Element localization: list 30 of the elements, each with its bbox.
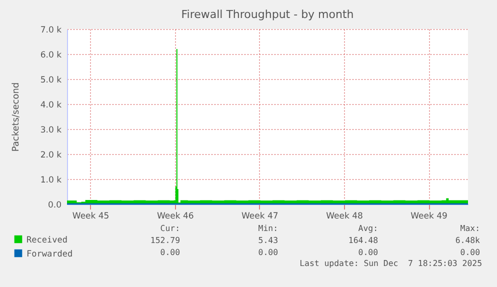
text: Last update: Sun Dec 7 18:25:03 2025 xyxy=(300,258,482,268)
text: 164.48 xyxy=(348,234,378,245)
text: 5.43 xyxy=(258,234,278,245)
text: Max: xyxy=(460,223,480,233)
text: 0.00 xyxy=(358,246,378,257)
y-tick-label: 2.0 k xyxy=(40,150,62,160)
y-tick-label: 6.0 k xyxy=(40,50,62,60)
text: 6.48k xyxy=(455,234,480,245)
legend-label: Forwarded xyxy=(26,249,73,260)
y-tick-label: 0.0 xyxy=(48,200,62,210)
text: Avg: xyxy=(358,223,378,233)
x-tick-label: Week 45 xyxy=(72,212,110,222)
y-tick-label: 5.0 k xyxy=(40,76,62,86)
x-tick-label: Week 48 xyxy=(326,212,363,222)
legend-label: Received xyxy=(26,235,68,246)
x-tick-label: Week 47 xyxy=(242,212,278,222)
x-tick-label: Week 46 xyxy=(156,212,194,222)
text: 152.79 xyxy=(150,234,180,245)
chart-title: Firewall Throughput - by month xyxy=(181,8,354,21)
y-axis-title: Packets/second xyxy=(11,82,22,152)
y-tick-label: 4.0 k xyxy=(40,100,62,110)
text: 0.00 xyxy=(258,246,278,257)
text: Min: xyxy=(258,223,278,233)
y-tick-label: 3.0 k xyxy=(40,126,62,136)
text: Cur: xyxy=(160,223,180,233)
text: 0.00 xyxy=(160,246,180,257)
x-tick-label: Week 49 xyxy=(410,212,448,222)
y-tick-label: 1.0 k xyxy=(40,176,62,186)
text: 0.00 xyxy=(460,246,480,257)
y-tick-label: 7.0 k xyxy=(40,26,62,36)
